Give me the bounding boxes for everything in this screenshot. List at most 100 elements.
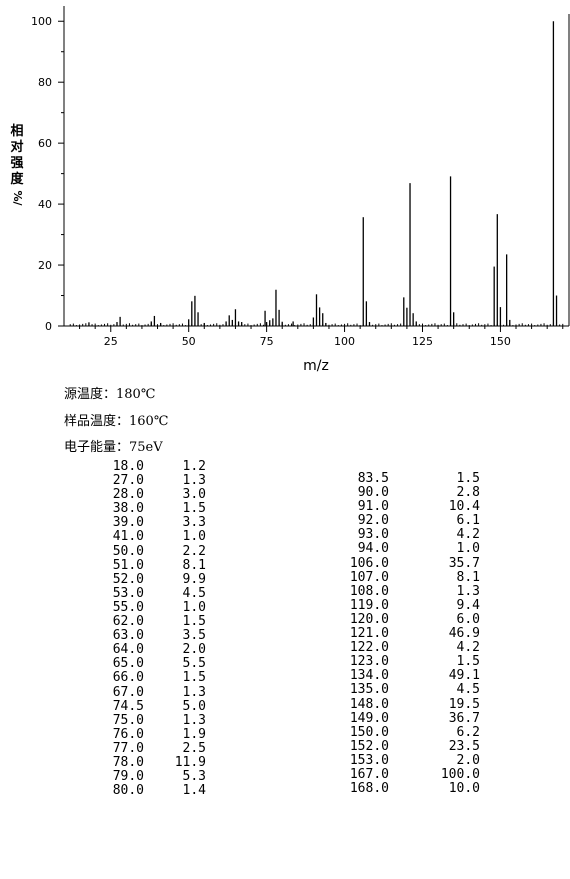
peak-intensity: 9.9 — [182, 571, 206, 587]
peak-mz: 167.0 — [349, 766, 389, 782]
peak-mz: 75.0 — [112, 712, 144, 728]
peak-table-row: 62.0 1.5 — [84, 614, 206, 630]
peak-table-row: 53.0 4.5 — [84, 585, 206, 601]
peak-mz: 123.0 — [349, 654, 389, 670]
peak-intensity: 11.9 — [174, 754, 206, 770]
peak-table-row: 75.0 1.3 — [84, 712, 206, 728]
peak-mz: 62.0 — [112, 614, 144, 630]
peak-mz: 66.0 — [112, 670, 144, 686]
peak-mz: 120.0 — [349, 611, 389, 627]
peak-mz: 135.0 — [349, 682, 389, 698]
peak-table-row: 167.0 100.0 — [325, 766, 480, 782]
source-temperature: 源温度：180℃ — [64, 387, 156, 402]
peak-table-row: 52.0 9.9 — [84, 571, 206, 587]
peak-intensity: 1.5 — [456, 471, 480, 486]
peak-table-row: 76.0 1.9 — [84, 726, 206, 742]
peak-intensity: 5.0 — [182, 698, 206, 714]
peak-intensity: 1.0 — [182, 599, 206, 615]
peak-intensity: 1.5 — [182, 670, 206, 686]
peak-intensity: 5.5 — [182, 656, 206, 672]
peak-table-row: 106.0 35.7 — [325, 556, 480, 571]
peak-table-row: 64.0 2.0 — [84, 643, 206, 657]
peak-mz: 80.0 — [112, 783, 144, 799]
peak-mz: 65.0 — [112, 656, 144, 672]
peak-table-row: 120.0 6.0 — [325, 611, 480, 627]
y-tick-label: 40 — [38, 198, 52, 211]
peak-intensity: 49.1 — [448, 668, 480, 684]
peak-intensity: 1.4 — [182, 783, 206, 799]
x-tick-label: 150 — [490, 335, 511, 348]
peak-mz: 152.0 — [349, 738, 389, 754]
y-axis-unit: %/ — [11, 190, 24, 206]
peak-mz: 63.0 — [112, 628, 144, 644]
peak-table-row: 66.0 1.5 — [84, 671, 206, 685]
peak-mz: 28.0 — [112, 487, 144, 503]
peak-mz: 121.0 — [349, 626, 389, 642]
sample-temperature: 样品温度：160℃ — [64, 414, 169, 429]
peak-table-row: 108.0 1.3 — [325, 583, 480, 599]
peak-table-row: 18.0 1.2 — [84, 459, 206, 474]
y-axis: 0 20 40 60 80 100 — [31, 15, 64, 333]
peak-mz: 78.0 — [112, 754, 144, 770]
peak-intensity: 1.5 — [182, 501, 206, 517]
peak-mz: 122.0 — [349, 640, 389, 656]
plot-frame — [63, 6, 570, 327]
peak-table-row: 121.0 46.9 — [325, 626, 480, 642]
peak-mz: 93.0 — [357, 527, 389, 543]
peak-intensity: 1.2 — [182, 459, 206, 474]
peak-mz: 51.0 — [112, 557, 144, 573]
peak-table-row: 51.0 8.1 — [84, 557, 206, 573]
peak-intensity: 4.5 — [456, 682, 480, 698]
peak-intensity: 100.0 — [440, 766, 480, 782]
peak-table-row: 107.0 8.1 — [325, 570, 480, 585]
peak-table-row: 93.0 4.2 — [325, 528, 480, 542]
peak-table-row: 77.0 2.5 — [84, 740, 206, 756]
peak-intensity: 2.5 — [182, 740, 206, 756]
x-tick-label: 50 — [182, 335, 196, 348]
peak-intensity: 36.7 — [448, 710, 480, 726]
peak-intensity: 3.5 — [182, 628, 206, 644]
peak-intensity: 23.5 — [448, 738, 480, 754]
peak-table-row: 39.0 3.3 — [84, 516, 206, 530]
peak-intensity: 1.0 — [456, 541, 480, 557]
peak-table-row: 150.0 6.2 — [325, 725, 480, 740]
peak-table-row: 123.0 1.5 — [325, 655, 480, 669]
peak-intensity: 10.0 — [448, 781, 480, 797]
peak-table-row: 78.0 11.9 — [84, 754, 206, 770]
peak-mz: 149.0 — [349, 710, 389, 726]
x-tick-label: 75 — [260, 335, 274, 348]
x-tick-label: 100 — [334, 335, 355, 348]
electron-energy: 电子能量：75eV — [64, 440, 163, 455]
peak-mz: 94.0 — [357, 541, 389, 557]
peak-table-row: 122.0 4.2 — [325, 641, 480, 655]
peak-table-row: 153.0 2.0 — [325, 753, 480, 768]
peak-mz: 53.0 — [112, 585, 144, 601]
peak-mz: 74.5 — [112, 698, 144, 714]
peak-mz: 27.0 — [112, 473, 144, 489]
peak-mz: 79.0 — [112, 769, 144, 785]
peak-mz: 76.0 — [112, 726, 144, 742]
peak-intensity: 4.5 — [182, 585, 206, 601]
peak-intensity: 46.9 — [448, 626, 480, 642]
peak-mz: 92.0 — [357, 513, 389, 529]
peak-table-row: 83.5 1.5 — [325, 471, 480, 486]
peak-table-row: 92.0 6.1 — [325, 514, 480, 528]
peak-table-row: 74.5 5.0 — [84, 698, 206, 714]
peak-intensity: 1.3 — [456, 583, 480, 599]
peak-table-row: 67.0 1.3 — [84, 684, 206, 700]
peak-intensity: 2.8 — [456, 485, 480, 501]
peak-intensity: 1.5 — [182, 614, 206, 630]
peak-table-row: 55.0 1.0 — [84, 599, 206, 615]
peak-mz: 18.0 — [112, 459, 144, 474]
peak-mz: 119.0 — [349, 597, 389, 613]
peak-intensity: 6.1 — [456, 513, 480, 529]
peak-mz: 91.0 — [357, 499, 389, 515]
peak-table-row: 91.0 10.4 — [325, 500, 480, 514]
peak-table-row: 79.0 5.3 — [84, 769, 206, 785]
y-tick-label: 60 — [38, 137, 52, 150]
y-axis-label: 相对强度 — [10, 124, 24, 187]
x-axis: 25 50 75 100 125 150 — [79, 326, 564, 348]
y-tick-label: 0 — [45, 320, 52, 333]
peak-intensity: 1.3 — [182, 684, 206, 700]
x-axis-label: m/z — [303, 358, 329, 374]
